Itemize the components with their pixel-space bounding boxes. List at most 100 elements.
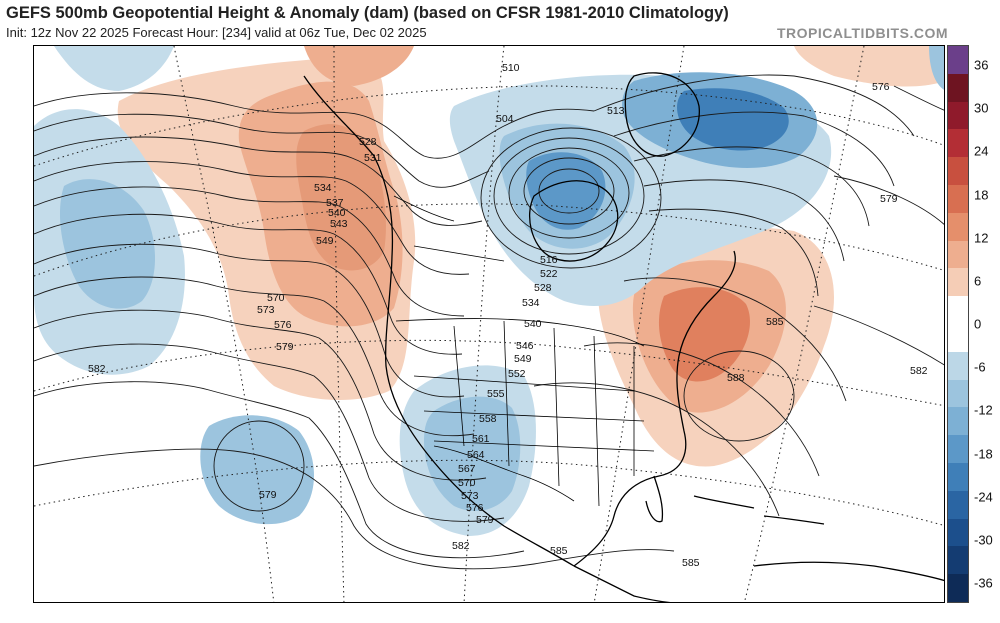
contour-label: 516 (540, 254, 558, 266)
colorbar-segment (948, 546, 968, 575)
anomaly-negative-north-pacific (54, 46, 174, 91)
colorbar-tick-label: -36 (974, 575, 993, 591)
anomaly-negative-pacific-core (59, 179, 156, 309)
map-title: GEFS 500mb Geopotential Height & Anomaly… (6, 4, 729, 22)
colorbar-segment (948, 212, 968, 241)
contour-label: 567 (458, 463, 476, 475)
colorbar-tick-label: 18 (974, 187, 989, 202)
anomaly-negative-subtropical (200, 415, 314, 525)
coastline-gulf-east (573, 250, 736, 567)
colorbar-tick-label: -24 (974, 489, 993, 505)
coastlines (303, 72, 944, 602)
anomaly-positive-northeast (794, 46, 944, 87)
contour-label: 522 (540, 268, 558, 280)
contour-label: 585 (682, 557, 700, 569)
colorbar-segment (948, 46, 968, 74)
contour-label: 552 (508, 368, 526, 380)
anomaly-negative-canada-low-core (526, 152, 606, 230)
political-boundaries (393, 195, 655, 507)
contour-label: 543 (330, 218, 348, 230)
colorbar-segment (948, 240, 968, 269)
contour-label: 537 (326, 197, 344, 209)
contour-label: 582 (88, 363, 106, 375)
contour-label: 510 (502, 62, 520, 74)
contour-label: 534 (314, 182, 332, 194)
colorbar-tick-label: -18 (974, 446, 993, 461)
contour-label: 588 (727, 372, 745, 384)
contour-label: 570 (458, 477, 476, 489)
contour-label: 585 (766, 316, 784, 328)
contour-label: 579 (259, 489, 277, 501)
latlon-grid (34, 46, 944, 602)
colorbar-segment (948, 379, 968, 408)
colorbar-segment (948, 101, 968, 130)
coastline-caribbean (693, 495, 825, 525)
colorbar-segment (948, 407, 968, 436)
contour-label: 579 (276, 341, 294, 353)
contour-label: 564 (467, 449, 485, 461)
height-contours (34, 74, 944, 570)
colorbar-tick-label: 6 (974, 273, 982, 289)
colorbar-segment (948, 518, 968, 547)
colorbar-segment (948, 296, 968, 324)
coastline-north-america-west (303, 75, 575, 567)
map-subtitle: Init: 12z Nov 22 2025 Forecast Hour: [23… (6, 25, 427, 40)
contour-label: 540 (328, 207, 346, 219)
contour-label: 549 (514, 353, 532, 365)
colorbar-tick-label: -30 (974, 532, 993, 548)
colorbar-tick-label: -6 (974, 359, 986, 375)
colorbar-tick-label: 12 (974, 230, 989, 246)
contour-label: 573 (257, 304, 275, 316)
contour-label: 579 (880, 193, 898, 205)
contour-label: 504 (496, 113, 514, 125)
contour-label: 555 (487, 388, 505, 400)
border-us-canada (395, 318, 645, 347)
colorbar-segment (948, 574, 968, 602)
contour-label: 546 (516, 340, 534, 352)
contour-label: 573 (461, 490, 479, 502)
colorbar-tick-label: -12 (974, 402, 993, 418)
contour-label: 534 (522, 297, 540, 309)
colorbar-segment (948, 129, 968, 158)
map-canvas: 510 513 504 516 522 528 534 540 546 549 … (34, 46, 944, 602)
contour-label: 570 (267, 292, 285, 304)
contour-label: 540 (524, 318, 542, 330)
contour-label: 528 (359, 136, 377, 148)
coastline-south-america (753, 561, 944, 582)
anomaly-shading (34, 46, 944, 536)
colorbar-tick-label: 30 (974, 100, 989, 116)
anomaly-positive-northwest (304, 46, 414, 86)
colorbar-segment (948, 268, 968, 297)
contour-labels: 510 513 504 516 522 528 534 540 546 549 … (88, 62, 928, 569)
coastline-florida (645, 475, 664, 523)
contour-label: 576 (274, 319, 292, 331)
colorbar-segment (948, 73, 968, 102)
colorbar-segment (948, 462, 968, 491)
map-panel: 510 513 504 516 522 528 534 540 546 549 … (33, 45, 945, 603)
colorbar-tick-labels: 36 30 24 18 12 6 0 -6 -12 -18 -24 -30 -36 (972, 45, 1000, 603)
anomaly-negative-greenland-core (677, 88, 789, 151)
contour-label: 582 (452, 540, 470, 552)
contour-label: 585 (550, 545, 568, 557)
anomaly-positive-west-ridge-max (296, 124, 386, 271)
colorbar-segment (948, 435, 968, 463)
colorbar-tick-label: 0 (974, 316, 982, 332)
coastline-hudson-bay (529, 180, 619, 262)
colorbar-segment (948, 184, 968, 213)
contour-label: 513 (607, 105, 625, 117)
coastline-greenland (624, 72, 700, 157)
colorbar-segment (948, 157, 968, 185)
colorbar-segment (948, 490, 968, 519)
border-us-mexico (433, 445, 575, 502)
colorbar-tick-label: 24 (974, 143, 989, 159)
coastline-central-america (573, 565, 671, 602)
contour-label: 528 (534, 282, 552, 294)
anomaly-colorbar (947, 45, 969, 603)
colorbar-segment (948, 323, 968, 352)
anomaly-negative-far-east (929, 46, 944, 90)
contour-label: 582 (910, 365, 928, 377)
colorbar-tick-label: 36 (974, 57, 989, 73)
anomaly-negative-southwest-core (424, 396, 521, 511)
anomaly-positive-east-ridge-max (658, 287, 750, 382)
contour-label: 576 (872, 81, 890, 93)
